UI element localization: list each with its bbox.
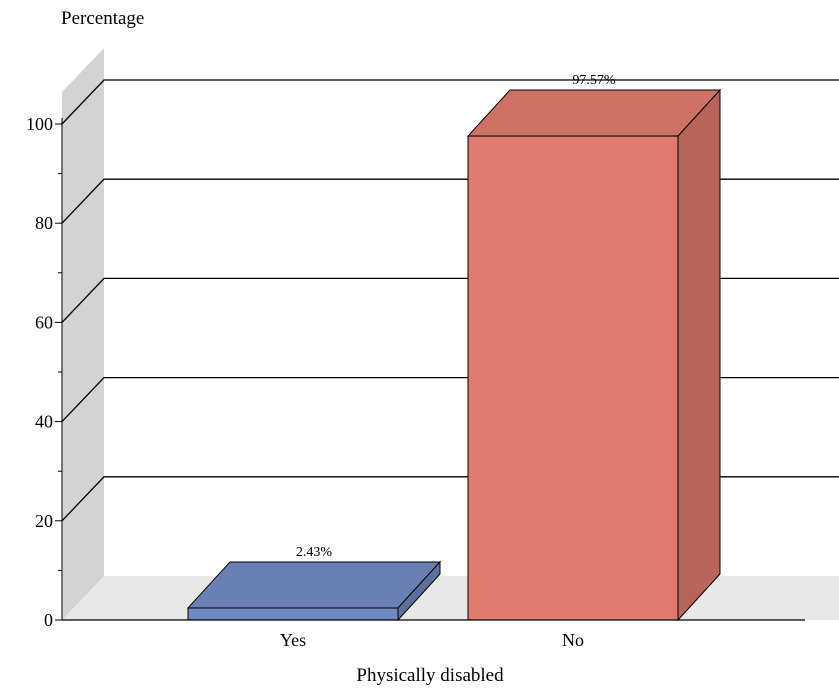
y-tick-label: 0 bbox=[44, 610, 53, 630]
y-tick-label: 20 bbox=[35, 511, 53, 531]
bar-side-face bbox=[677, 88, 721, 622]
data-label: 2.43% bbox=[296, 545, 333, 560]
y-axis-title: Percentage bbox=[61, 8, 144, 29]
y-tick-label: 80 bbox=[35, 213, 53, 233]
bar-front-face bbox=[467, 135, 679, 621]
bar-front-face bbox=[187, 607, 399, 621]
gridline bbox=[61, 178, 839, 224]
x-tick-label: Yes bbox=[280, 630, 306, 650]
y-tick-label: 60 bbox=[35, 312, 53, 332]
x-tick-label: No bbox=[562, 630, 584, 650]
gridlines bbox=[61, 79, 839, 522]
bar-top-face bbox=[466, 89, 722, 137]
gridline bbox=[61, 79, 839, 125]
y-tick-label: 40 bbox=[35, 412, 53, 432]
gridline bbox=[61, 376, 839, 423]
bar-side-face bbox=[397, 560, 441, 622]
chart-left-wall bbox=[62, 48, 104, 620]
data-label: 97.57% bbox=[572, 73, 616, 88]
y-tick-label: 100 bbox=[26, 114, 53, 134]
bars: 2.43% 97.57% bbox=[186, 73, 722, 622]
gridline bbox=[61, 476, 839, 522]
bar-yes bbox=[186, 560, 442, 622]
y-axis: 0 20 40 60 80 100 bbox=[26, 114, 63, 630]
bar-no bbox=[466, 88, 722, 622]
bar-top-face bbox=[186, 561, 442, 609]
gridline bbox=[61, 277, 839, 323]
x-axis: Yes No bbox=[62, 619, 805, 650]
chart-floor bbox=[62, 576, 839, 620]
x-axis-title: Physically disabled bbox=[356, 665, 504, 686]
